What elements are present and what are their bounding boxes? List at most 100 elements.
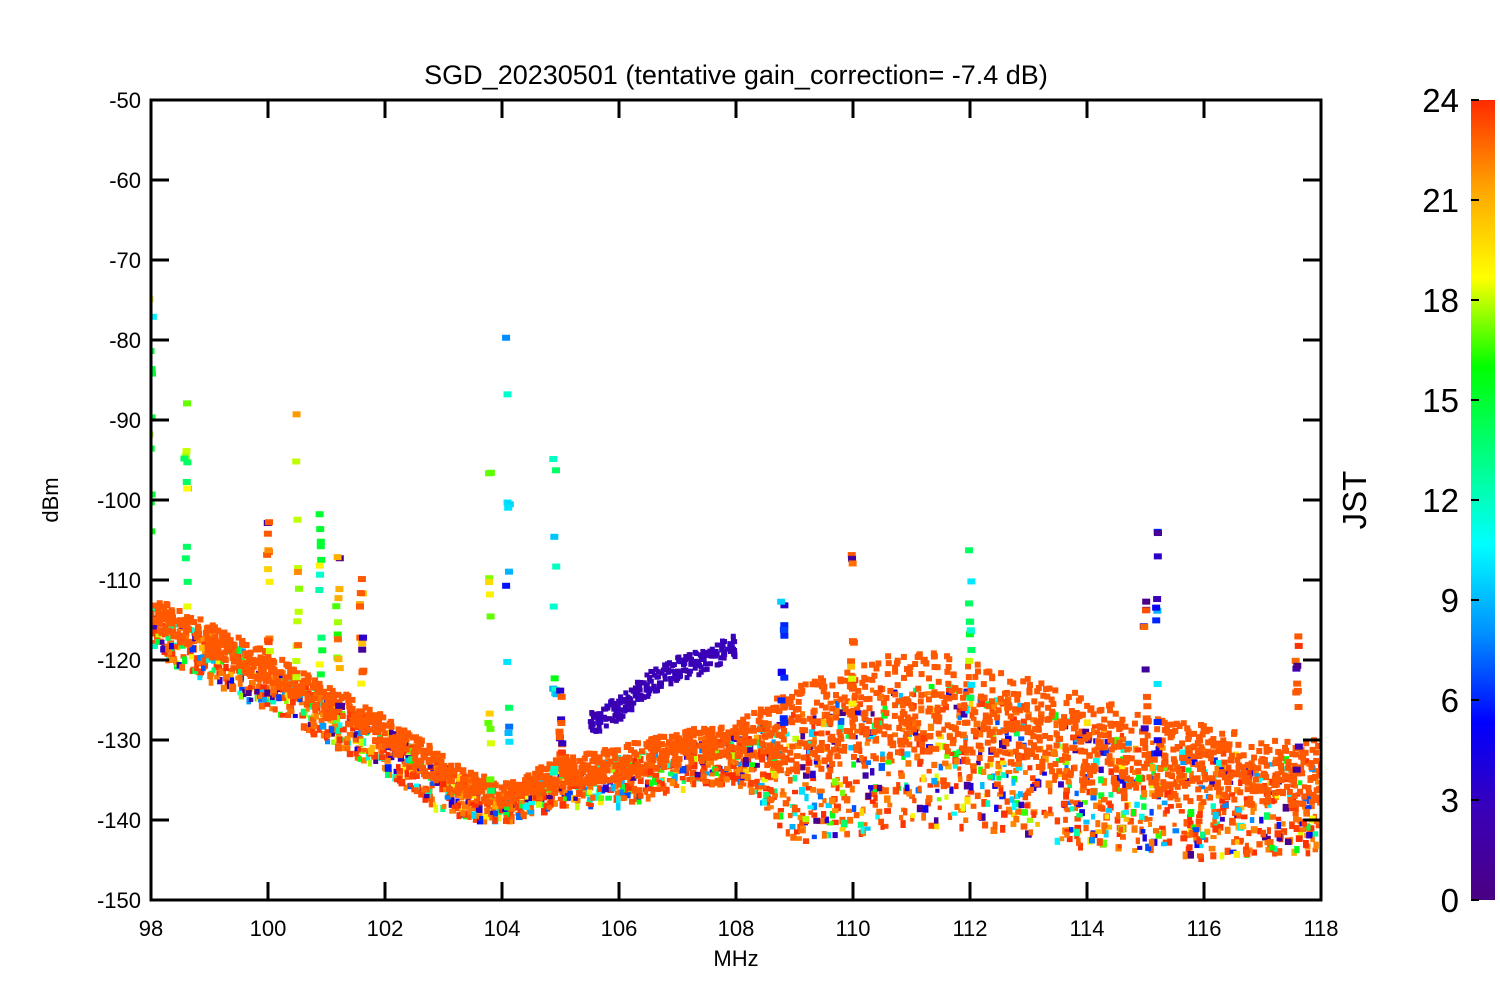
scatter-point xyxy=(1184,831,1191,839)
scatter-point xyxy=(579,761,586,768)
scatter-point xyxy=(946,695,953,702)
scatter-point xyxy=(680,786,686,794)
y-tick-label: -70 xyxy=(109,248,141,273)
scatter-point xyxy=(811,812,818,818)
scatter-point xyxy=(184,622,191,629)
scatter-point xyxy=(1244,775,1251,782)
scatter-point xyxy=(657,760,664,767)
scatter-point xyxy=(476,783,483,790)
scatter-point xyxy=(651,672,657,678)
scatter-point xyxy=(452,783,458,791)
scatter-point xyxy=(1011,706,1018,713)
scatter-point xyxy=(1079,788,1086,794)
scatter-point xyxy=(1093,802,1099,809)
scatter-point xyxy=(764,748,771,755)
scatter-point xyxy=(259,686,265,694)
scatter-point xyxy=(762,720,769,727)
scatter-point xyxy=(1105,800,1113,805)
scatter-point xyxy=(942,760,949,767)
scatter-point xyxy=(677,674,683,680)
scatter-point xyxy=(1086,788,1093,796)
scatter-point xyxy=(1082,728,1090,735)
scatter-point xyxy=(168,656,175,664)
scatter-point xyxy=(994,804,999,812)
scatter-point xyxy=(857,821,865,828)
scatter-point xyxy=(807,805,814,810)
scatter-point xyxy=(692,649,698,655)
scatter-point xyxy=(1237,789,1244,796)
scatter-point xyxy=(793,761,800,768)
scatter-point xyxy=(989,675,996,682)
scatter-point xyxy=(963,781,971,790)
scatter-point xyxy=(1061,774,1068,781)
scatter-point xyxy=(1232,751,1239,758)
scatter-point xyxy=(364,726,371,733)
scatter-point xyxy=(567,772,574,779)
scatter-point xyxy=(1058,756,1065,763)
scatter-point xyxy=(648,779,654,787)
scatter-point xyxy=(672,752,679,759)
scatter-point xyxy=(1135,837,1141,845)
scatter-point xyxy=(859,679,866,686)
scatter-point xyxy=(721,655,727,661)
scatter-point xyxy=(372,717,379,724)
scatter-point xyxy=(235,634,242,641)
scatter-point xyxy=(940,777,947,785)
scatter-point xyxy=(1048,696,1055,703)
scatter-point xyxy=(401,765,408,774)
peak-point xyxy=(183,459,192,466)
scatter-point xyxy=(1050,701,1057,708)
scatter-point xyxy=(1155,746,1160,752)
scatter-point xyxy=(1069,713,1076,720)
scatter-point xyxy=(378,754,386,761)
scatter-point xyxy=(535,783,542,790)
scatter-point xyxy=(1106,702,1113,709)
scatter-point xyxy=(1076,837,1081,846)
scatter-point xyxy=(959,745,966,752)
scatter-point xyxy=(477,801,483,806)
scatter-point xyxy=(984,763,990,769)
scatter-point xyxy=(1079,770,1086,777)
scatter-point xyxy=(995,707,1002,714)
peak-point xyxy=(264,639,273,646)
peak-point xyxy=(505,501,514,508)
scatter-point xyxy=(925,748,932,755)
scatter-point xyxy=(372,737,379,744)
scatter-point xyxy=(1291,792,1298,799)
scatter-point xyxy=(395,726,402,733)
scatter-point xyxy=(709,646,715,652)
scatter-point xyxy=(821,811,827,819)
scatter-point xyxy=(1001,810,1008,818)
scatter-point xyxy=(182,656,188,665)
scatter-point xyxy=(996,775,1002,781)
scatter-point xyxy=(644,788,649,795)
scatter-point xyxy=(618,756,625,763)
scatter-point xyxy=(559,801,567,809)
scatter-point xyxy=(647,677,653,683)
scatter-point xyxy=(1045,751,1053,757)
scatter-point xyxy=(239,686,245,691)
scatter-point xyxy=(965,663,972,670)
scatter-point xyxy=(628,697,634,703)
scatter-point xyxy=(1129,765,1134,773)
chart-title: SGD_20230501 (tentative gain_correction=… xyxy=(424,60,1048,90)
scatter-point xyxy=(1046,744,1053,751)
scatter-point xyxy=(449,796,455,805)
scatter-point xyxy=(317,725,322,733)
scatter-point xyxy=(833,691,840,698)
y-axis-label: dBm xyxy=(38,477,63,522)
scatter-point xyxy=(427,761,433,769)
scatter-point xyxy=(498,792,505,800)
scatter-point xyxy=(777,744,784,751)
scatter-point xyxy=(601,775,608,782)
scatter-point xyxy=(619,789,624,796)
scatter-point xyxy=(179,633,186,640)
scatter-point xyxy=(396,733,403,740)
peak-point xyxy=(555,734,564,741)
scatter-point xyxy=(931,663,938,670)
scatter-point xyxy=(215,628,222,635)
scatter-point xyxy=(851,761,856,768)
scatter-point xyxy=(964,796,971,805)
scatter-point xyxy=(557,766,564,773)
scatter-point xyxy=(1096,838,1103,846)
